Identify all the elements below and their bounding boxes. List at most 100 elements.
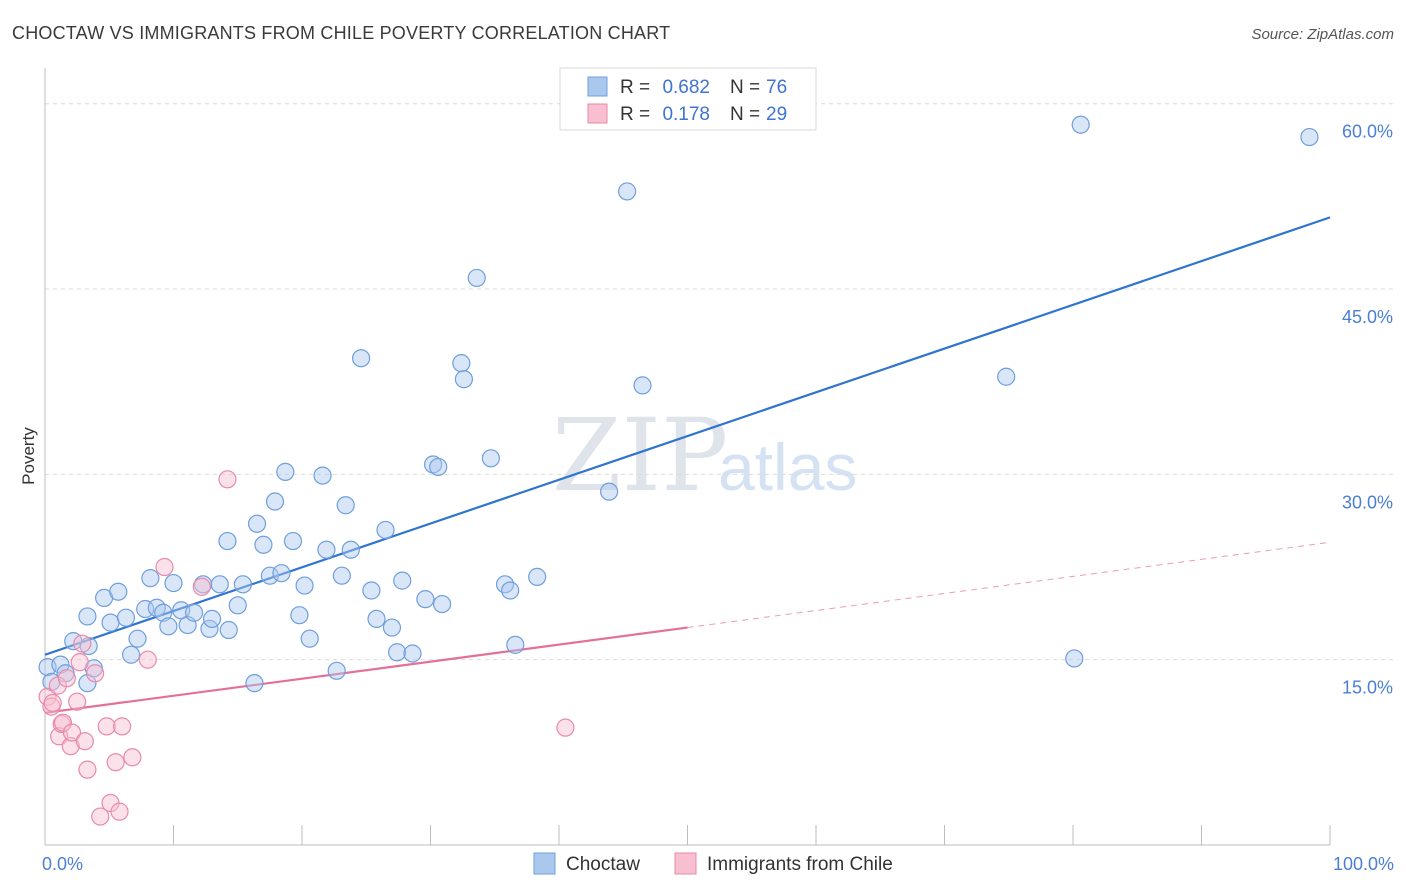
point-choctaw-67 bbox=[506, 635, 525, 654]
bottom-legend-swatch-chile bbox=[674, 852, 697, 875]
point-choctaw-23 bbox=[184, 603, 204, 622]
point-choctaw-75 bbox=[1300, 127, 1319, 147]
point-choctaw-44 bbox=[317, 540, 336, 559]
point-chile-27 bbox=[556, 718, 575, 737]
point-choctaw-35 bbox=[260, 566, 279, 585]
point-choctaw-74 bbox=[1071, 115, 1090, 134]
point-choctaw-60 bbox=[432, 594, 452, 614]
legend-r-label-1: R = bbox=[620, 77, 650, 98]
point-chile-14 bbox=[78, 760, 97, 779]
point-choctaw-32 bbox=[245, 674, 264, 693]
axes bbox=[44, 68, 1331, 846]
point-choctaw-49 bbox=[352, 349, 371, 368]
bottom-legend-choctaw: Choctaw bbox=[566, 854, 640, 875]
trend-lines bbox=[44, 216, 1331, 714]
point-choctaw-10 bbox=[101, 613, 120, 632]
chart-title: CHOCTAW VS IMMIGRANTS FROM CHILE POVERTY… bbox=[12, 23, 670, 43]
point-choctaw-41 bbox=[295, 576, 314, 595]
legend-r-label-2: R = bbox=[620, 104, 650, 125]
watermark-atlas: atlas bbox=[718, 430, 857, 504]
point-choctaw-47 bbox=[336, 496, 355, 515]
chart-source: Source: ZipAtlas.com bbox=[1251, 26, 1394, 43]
point-chile-25 bbox=[192, 577, 211, 596]
legend-n-value-2: 29 bbox=[766, 104, 787, 125]
point-chile-24 bbox=[155, 557, 174, 577]
point-choctaw-13 bbox=[121, 645, 141, 664]
legend-n-label-1: N = bbox=[730, 77, 760, 98]
y-tick-label-3: 60.0% bbox=[1342, 122, 1393, 142]
point-chile-6 bbox=[53, 713, 73, 732]
point-choctaw-66 bbox=[501, 581, 520, 600]
point-choctaw-46 bbox=[332, 566, 351, 585]
bottom-legend: Choctaw Immigrants from Chile bbox=[533, 852, 893, 875]
point-choctaw-34 bbox=[254, 535, 273, 554]
point-choctaw-29 bbox=[219, 620, 238, 640]
point-chile-17 bbox=[97, 717, 116, 736]
point-choctaw-72 bbox=[997, 367, 1016, 386]
point-chile-22 bbox=[123, 748, 142, 767]
point-choctaw-27 bbox=[210, 575, 229, 594]
point-choctaw-14 bbox=[128, 629, 147, 648]
point-chile-7 bbox=[57, 669, 76, 688]
legend-n-label-2: N = bbox=[730, 104, 760, 125]
legend-swatch-choctaw bbox=[587, 76, 608, 97]
trend-line-choctaw bbox=[44, 216, 1331, 656]
point-choctaw-63 bbox=[467, 268, 486, 288]
point-choctaw-39 bbox=[283, 531, 303, 551]
point-choctaw-40 bbox=[290, 606, 309, 625]
point-choctaw-43 bbox=[313, 466, 332, 485]
point-chile-15 bbox=[86, 664, 105, 683]
point-choctaw-37 bbox=[272, 564, 291, 583]
point-chile-26 bbox=[218, 470, 237, 489]
watermark-zip: ZIP bbox=[552, 397, 728, 514]
point-choctaw-18 bbox=[154, 603, 173, 622]
point-choctaw-12 bbox=[116, 608, 136, 627]
point-chile-20 bbox=[110, 802, 129, 821]
point-chile-19 bbox=[106, 753, 125, 772]
point-chile-9 bbox=[62, 723, 82, 742]
point-choctaw-15 bbox=[136, 599, 155, 619]
point-choctaw-31 bbox=[233, 575, 252, 594]
point-choctaw-48 bbox=[341, 540, 360, 559]
legend-n-value-1: 76 bbox=[766, 77, 787, 98]
y-tick-label-0: 15.0% bbox=[1342, 678, 1393, 698]
point-choctaw-62 bbox=[454, 370, 474, 389]
point-choctaw-50 bbox=[362, 581, 381, 600]
point-choctaw-52 bbox=[376, 520, 395, 540]
point-choctaw-16 bbox=[141, 569, 160, 588]
x-tick-label-0: 0.0% bbox=[42, 854, 83, 874]
bottom-legend-chile: Immigrants from Chile bbox=[707, 854, 893, 875]
grid bbox=[45, 103, 1394, 661]
point-chile-16 bbox=[91, 807, 110, 826]
point-chile-11 bbox=[70, 653, 89, 672]
point-choctaw-71 bbox=[633, 376, 652, 395]
point-chile-8 bbox=[61, 737, 80, 756]
legend-box: R = 0.682 N = 76 R = 0.178 N = 29 bbox=[559, 67, 817, 131]
point-choctaw-51 bbox=[367, 609, 386, 629]
point-choctaw-33 bbox=[247, 514, 267, 533]
point-choctaw-19 bbox=[159, 617, 178, 636]
legend-r-value-1: 0.682 bbox=[662, 77, 710, 98]
point-choctaw-20 bbox=[164, 573, 183, 593]
y-axis-label: Poverty bbox=[19, 427, 38, 485]
point-chile-12 bbox=[73, 634, 92, 653]
point-choctaw-55 bbox=[393, 571, 412, 590]
point-chile-10 bbox=[68, 692, 87, 711]
point-choctaw-28 bbox=[218, 531, 237, 551]
point-choctaw-53 bbox=[382, 618, 402, 637]
point-choctaw-68 bbox=[528, 567, 547, 587]
point-choctaw-42 bbox=[300, 629, 319, 648]
point-choctaw-8 bbox=[78, 607, 97, 626]
y-tick-label-1: 30.0% bbox=[1342, 492, 1393, 512]
bottom-legend-swatch-choctaw bbox=[533, 852, 556, 875]
point-chile-23 bbox=[138, 650, 157, 669]
point-choctaw-70 bbox=[618, 182, 637, 201]
point-choctaw-30 bbox=[228, 596, 247, 615]
trend-line-chile-extension bbox=[687, 541, 1331, 629]
point-choctaw-56 bbox=[403, 644, 422, 663]
tick-labels: 15.0% 30.0% 45.0% 60.0% 0.0% 100.0% bbox=[42, 122, 1394, 874]
point-chile-21 bbox=[112, 717, 132, 736]
point-choctaw-45 bbox=[327, 661, 346, 680]
point-choctaw-36 bbox=[265, 492, 285, 511]
